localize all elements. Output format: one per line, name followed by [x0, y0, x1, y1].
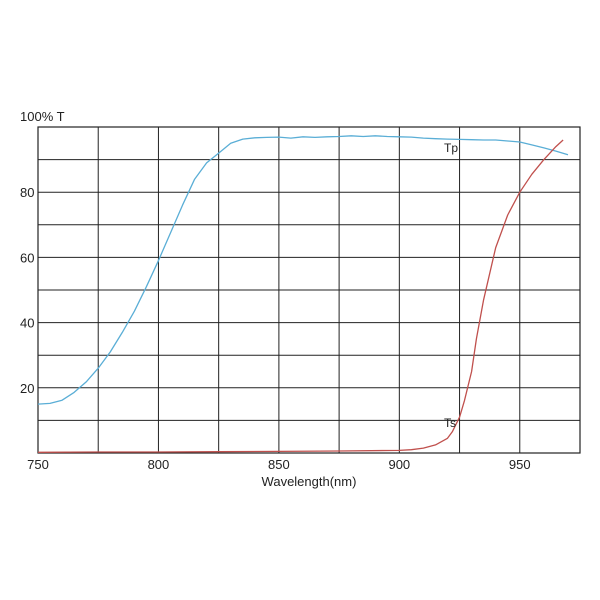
x-tick-label: 900 [388, 457, 410, 472]
series-line-tp [37, 135, 569, 405]
y-tick-label: 60 [20, 250, 34, 265]
series-label-ts: Ts [444, 416, 456, 430]
curves [37, 135, 569, 453]
x-tick-label: 850 [268, 457, 290, 472]
grid [38, 127, 580, 453]
tick-labels: 750 800 850 900 950 20 40 60 80 [20, 185, 531, 472]
x-tick-label: 750 [27, 457, 49, 472]
plot-frame [37, 126, 581, 454]
series-line-ts [37, 139, 564, 453]
series-label-tp: Tp [444, 141, 458, 155]
x-tick-label: 950 [509, 457, 531, 472]
y-tick-label: 80 [20, 185, 34, 200]
y-tick-label: 20 [20, 381, 34, 396]
y-axis-title: 100% T [20, 109, 65, 124]
x-tick-label: 800 [148, 457, 170, 472]
x-axis-title: Wavelength(nm) [262, 474, 357, 489]
y-tick-label: 40 [20, 316, 34, 331]
